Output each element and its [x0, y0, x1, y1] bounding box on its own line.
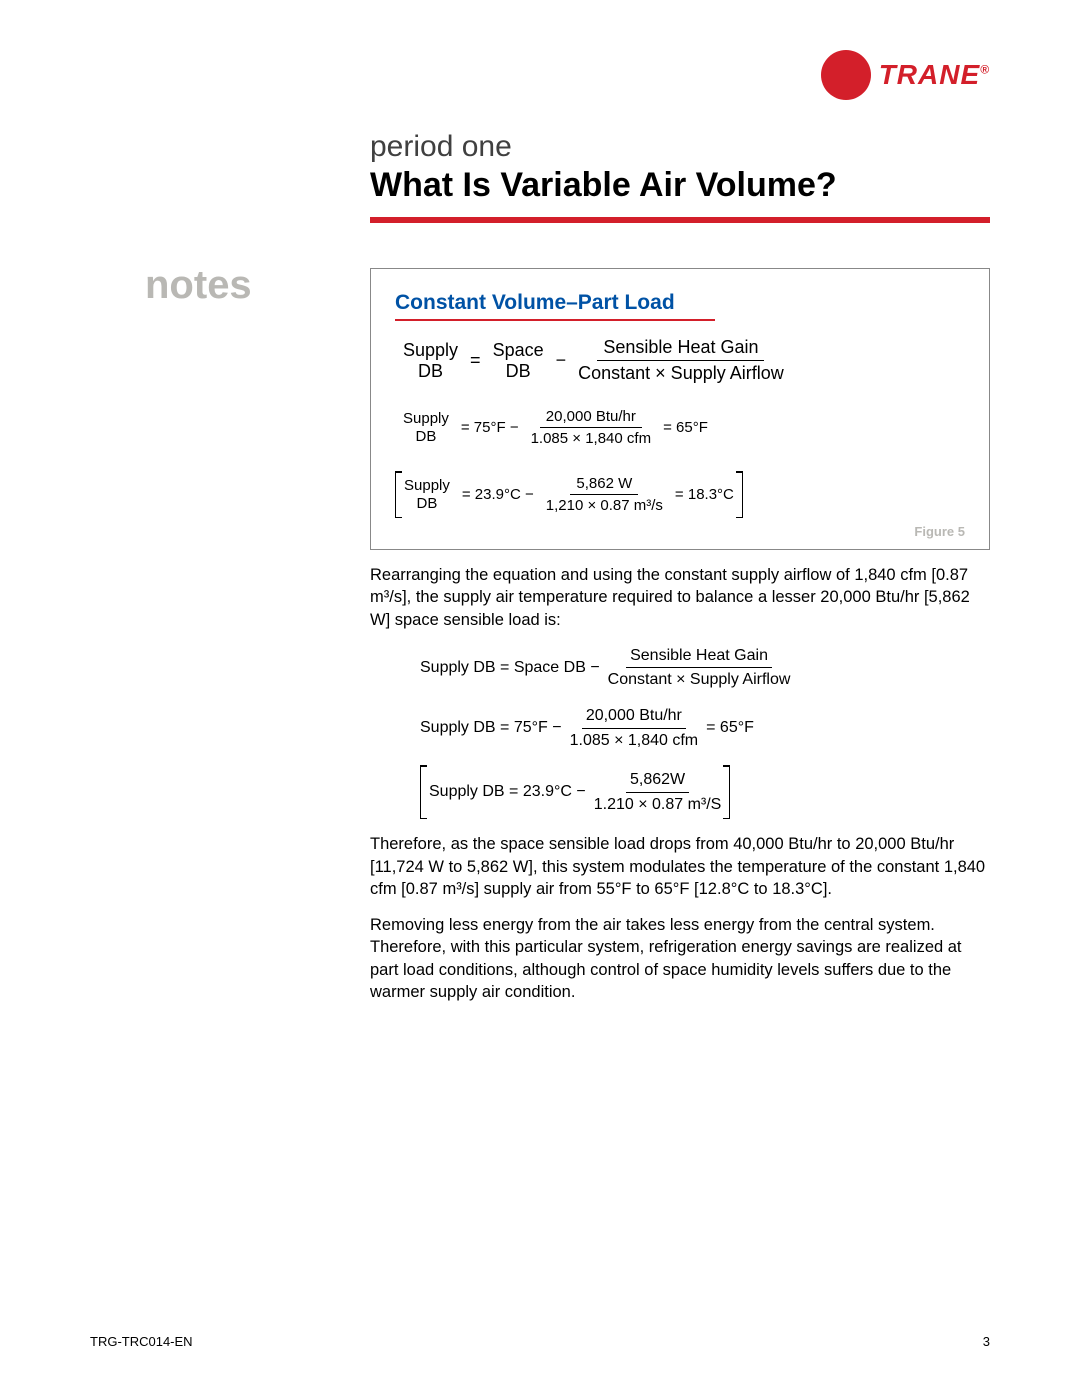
inline-eq-c: Supply DB = 23.9°C − 5,862W 1.210 × 0.87… — [420, 765, 990, 819]
inline-eq-b: Supply DB = 75°F − 20,000 Btu/hr 1.085 ×… — [420, 705, 990, 751]
figure-caption: Figure 5 — [395, 524, 965, 539]
equation-2: SupplyDB = 75°F − 20,000 Btu/hr 1.085 × … — [403, 408, 965, 447]
paragraph-3: Removing less energy from the air takes … — [370, 914, 990, 1003]
figure-box: Constant Volume–Part Load SupplyDB = Spa… — [370, 268, 990, 550]
page-header: period one What Is Variable Air Volume? — [370, 130, 990, 223]
paragraph-2: Therefore, as the space sensible load dr… — [370, 833, 990, 900]
brand-logo-mark — [821, 50, 871, 100]
page-number: 3 — [983, 1334, 990, 1349]
brand-logo: TRANE® — [821, 50, 990, 100]
body-text: Rearranging the equation and using the c… — [370, 564, 990, 1003]
paragraph-1: Rearranging the equation and using the c… — [370, 564, 990, 631]
inline-equations: Supply DB = Space DB − Sensible Heat Gai… — [420, 645, 990, 820]
inline-eq-a: Supply DB = Space DB − Sensible Heat Gai… — [420, 645, 990, 691]
figure-title-rule — [395, 319, 715, 321]
equation-3-bracket: SupplyDB = 23.9°C − 5,862 W 1,210 × 0.87… — [395, 471, 743, 518]
figure-title: Constant Volume–Part Load — [395, 291, 675, 319]
title-rule — [370, 217, 990, 223]
period-label: period one — [370, 130, 990, 164]
page-footer: TRG-TRC014-EN 3 — [90, 1334, 990, 1349]
brand-name: TRANE® — [879, 59, 990, 91]
doc-id: TRG-TRC014-EN — [90, 1334, 193, 1349]
equation-3: SupplyDB = 23.9°C − 5,862 W 1,210 × 0.87… — [404, 475, 734, 514]
notes-heading: notes — [145, 263, 252, 308]
equation-1: SupplyDB = SpaceDB − Sensible Heat Gain … — [403, 337, 965, 384]
page-title: What Is Variable Air Volume? — [370, 166, 990, 205]
main-content: Constant Volume–Part Load SupplyDB = Spa… — [370, 268, 990, 1017]
